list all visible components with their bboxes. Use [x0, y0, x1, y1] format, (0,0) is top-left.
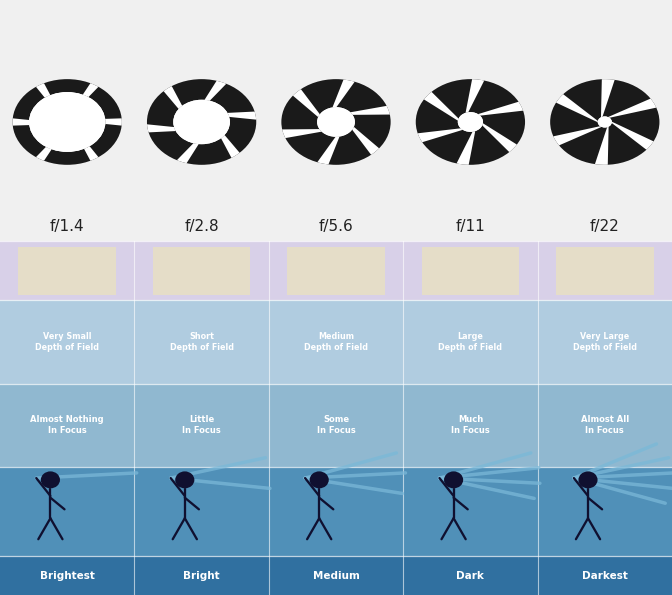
Polygon shape [478, 102, 523, 115]
Polygon shape [227, 112, 256, 120]
Text: Medium: Medium [312, 571, 360, 581]
Text: f/2.8: f/2.8 [184, 218, 219, 234]
FancyBboxPatch shape [287, 247, 384, 295]
Polygon shape [424, 92, 458, 121]
Polygon shape [608, 99, 657, 118]
FancyBboxPatch shape [421, 247, 519, 295]
Text: f/5.6: f/5.6 [319, 218, 353, 234]
Ellipse shape [173, 100, 230, 144]
Ellipse shape [550, 79, 659, 165]
Text: Very Small
Depth of Field: Very Small Depth of Field [35, 332, 99, 352]
Text: Short
Depth of Field: Short Depth of Field [169, 332, 234, 352]
Polygon shape [36, 83, 50, 98]
Polygon shape [556, 94, 598, 122]
Text: Almost Nothing
In Focus: Almost Nothing In Focus [30, 415, 104, 436]
Polygon shape [612, 122, 654, 150]
Circle shape [175, 471, 194, 488]
Text: Some
In Focus: Some In Focus [317, 415, 355, 436]
Ellipse shape [458, 112, 483, 132]
FancyBboxPatch shape [556, 247, 653, 295]
Bar [0, 384, 672, 467]
Polygon shape [553, 126, 601, 145]
Polygon shape [84, 146, 98, 161]
Text: Bright: Bright [183, 571, 220, 581]
Polygon shape [350, 106, 390, 115]
Text: Almost All
In Focus: Almost All In Focus [581, 415, 629, 436]
Text: Darkest: Darkest [582, 571, 628, 581]
Polygon shape [482, 123, 517, 152]
Polygon shape [352, 127, 379, 155]
Polygon shape [466, 79, 485, 113]
Text: Much
In Focus: Much In Focus [451, 415, 490, 436]
Ellipse shape [29, 92, 106, 152]
Ellipse shape [13, 79, 122, 165]
Ellipse shape [173, 100, 230, 144]
Polygon shape [601, 79, 615, 117]
Bar [0, 467, 672, 556]
Polygon shape [333, 80, 355, 108]
Polygon shape [282, 129, 322, 138]
Bar [0, 241, 672, 300]
Ellipse shape [416, 79, 525, 165]
Bar [0, 300, 672, 384]
Circle shape [579, 471, 597, 488]
Ellipse shape [597, 117, 612, 127]
Polygon shape [418, 129, 463, 142]
Polygon shape [105, 118, 122, 126]
Polygon shape [456, 131, 475, 165]
Text: Brightest: Brightest [40, 571, 95, 581]
Ellipse shape [147, 79, 256, 165]
Text: f/1.4: f/1.4 [50, 218, 85, 234]
Text: Little
In Focus: Little In Focus [182, 415, 221, 436]
Polygon shape [204, 81, 226, 101]
Polygon shape [83, 83, 98, 97]
Polygon shape [13, 118, 30, 126]
Text: f/11: f/11 [456, 218, 485, 234]
Polygon shape [293, 89, 320, 117]
Ellipse shape [317, 107, 355, 137]
Polygon shape [36, 147, 52, 161]
Ellipse shape [597, 117, 612, 127]
Bar [0, 556, 672, 595]
FancyBboxPatch shape [19, 247, 116, 295]
Ellipse shape [317, 107, 355, 137]
Polygon shape [177, 143, 199, 163]
Polygon shape [163, 86, 182, 109]
Ellipse shape [458, 112, 483, 132]
Text: Dark: Dark [456, 571, 485, 581]
Circle shape [310, 471, 329, 488]
Text: f/22: f/22 [590, 218, 620, 234]
Text: Large
Depth of Field: Large Depth of Field [438, 332, 503, 352]
Bar [0, 0, 672, 241]
Polygon shape [147, 124, 176, 132]
Ellipse shape [282, 79, 390, 165]
Circle shape [41, 471, 60, 488]
Circle shape [444, 471, 463, 488]
FancyBboxPatch shape [153, 247, 250, 295]
Polygon shape [221, 135, 240, 158]
Polygon shape [595, 127, 609, 165]
Text: Medium
Depth of Field: Medium Depth of Field [304, 332, 368, 352]
Ellipse shape [29, 92, 106, 152]
Text: Very Large
Depth of Field: Very Large Depth of Field [573, 332, 637, 352]
Polygon shape [317, 136, 339, 164]
